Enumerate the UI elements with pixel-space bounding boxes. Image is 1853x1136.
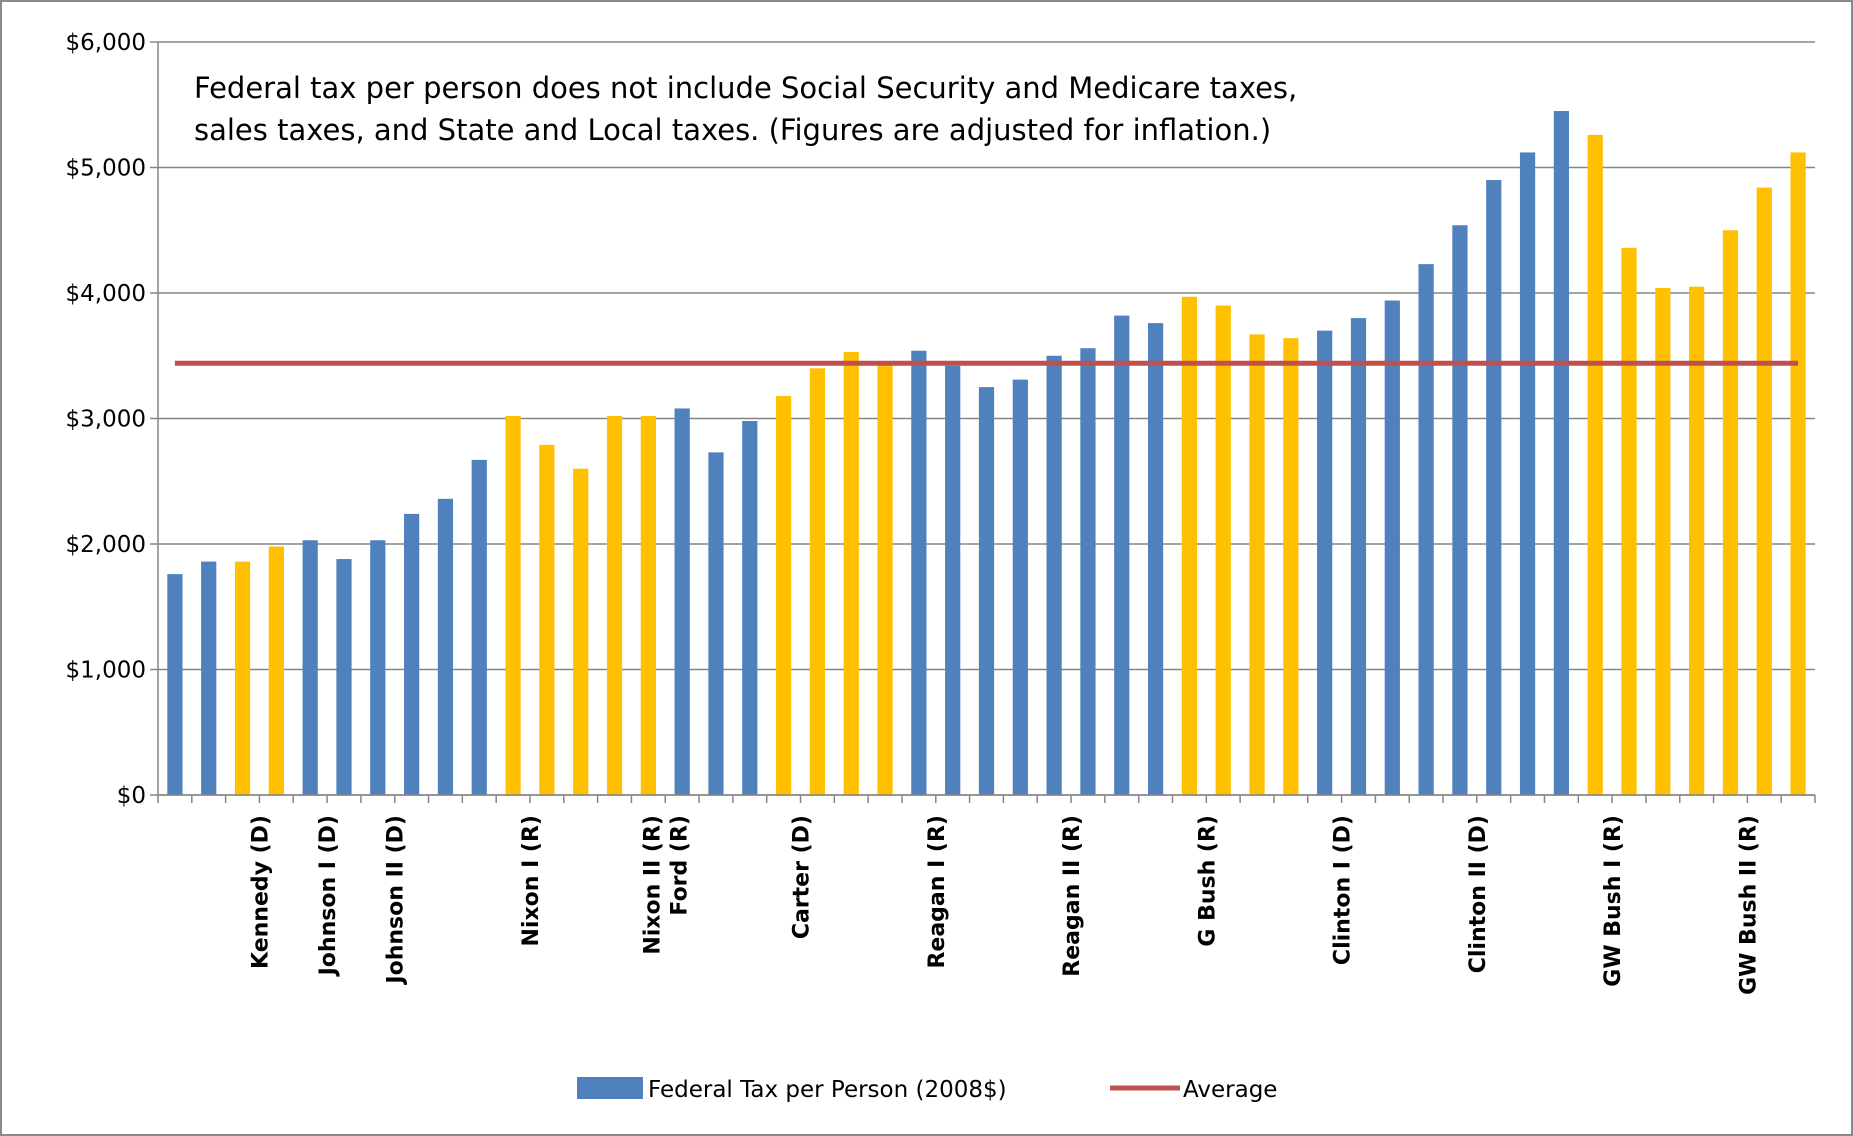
bar: [268, 546, 284, 795]
bar: [437, 498, 454, 795]
bar: [1249, 334, 1265, 795]
annotation-line-1: Federal tax per person does not include …: [194, 71, 1297, 105]
bar: [404, 513, 420, 795]
bar: [708, 452, 724, 795]
y-tick-label: $0: [117, 783, 146, 809]
bar: [877, 362, 893, 795]
category-label: GW Bush II (R): [1736, 815, 1761, 995]
legend-label-average: Average: [1183, 1077, 1277, 1103]
bar: [1486, 180, 1502, 796]
category-label: GW Bush I (R): [1601, 815, 1626, 987]
y-tick-label: $2,000: [66, 532, 146, 558]
bar: [1384, 300, 1400, 795]
y-tick-label: $6,000: [66, 30, 146, 56]
bar: [539, 444, 555, 795]
bar: [1587, 134, 1603, 795]
bar: [1689, 286, 1705, 795]
bar: [201, 561, 217, 795]
y-axis-tick-labels: $0 $1,000 $2,000 $3,000 $4,000 $5,000 $6,000: [66, 30, 146, 809]
category-label: Kennedy (D): [248, 815, 273, 969]
bar: [1621, 247, 1637, 795]
y-tick-label: $5,000: [66, 156, 146, 182]
category-label: Carter (D): [790, 815, 815, 939]
bar: [775, 395, 792, 795]
bar: [1452, 225, 1468, 796]
legend: Federal Tax per Person (2008$) Average: [577, 1077, 1277, 1103]
bar: [1553, 111, 1569, 795]
bar: [573, 468, 589, 795]
annotation-line-2: sales taxes, and State and Local taxes. …: [194, 113, 1271, 147]
bar: [471, 459, 487, 795]
bar: [1080, 348, 1096, 795]
y-tick-label: $4,000: [66, 281, 146, 307]
bar: [1181, 296, 1198, 795]
bar: [302, 540, 318, 795]
category-label: Nixon I (R): [519, 815, 544, 946]
bar: [1114, 315, 1130, 795]
category-label: Nixon II (R): [641, 815, 666, 955]
bar: [1215, 305, 1231, 795]
axes: [157, 42, 1816, 803]
bar: [606, 415, 623, 795]
bar: [1147, 323, 1164, 795]
category-label: Clinton I (D): [1331, 815, 1356, 965]
bar: [945, 365, 961, 795]
bar: [1519, 152, 1536, 795]
bar: [640, 415, 656, 795]
bar: [1655, 287, 1671, 795]
bar: [1722, 230, 1739, 795]
category-label: Reagan II (R): [1060, 815, 1085, 977]
bar: [167, 574, 183, 795]
bar: [911, 350, 927, 795]
bar: [1790, 152, 1806, 795]
legend-label-tax: Federal Tax per Person (2008$): [648, 1077, 1007, 1103]
category-label: Ford (R): [668, 815, 693, 916]
bar: [505, 415, 521, 795]
bar: [370, 540, 386, 795]
category-label: Johnson I (D): [316, 815, 341, 977]
bar: [1418, 264, 1434, 795]
bar: [843, 351, 859, 795]
bar: [1046, 355, 1062, 795]
category-label: Johnson II (D): [384, 815, 409, 986]
bar: [336, 559, 352, 795]
bar: [809, 368, 826, 795]
bars: [167, 111, 1806, 796]
category-label: G Bush (R): [1195, 815, 1220, 947]
bar: [674, 408, 690, 795]
bar: [978, 387, 995, 795]
bar: [742, 421, 758, 795]
bar: [1317, 330, 1333, 795]
bar: [234, 561, 251, 795]
category-label: Clinton II (D): [1466, 815, 1491, 973]
bar: [1012, 379, 1028, 795]
bar: [1350, 318, 1367, 795]
legend-swatch-tax: [577, 1077, 643, 1099]
bar: [1283, 338, 1299, 795]
bar: [1756, 187, 1772, 795]
category-label: Reagan I (R): [925, 815, 950, 969]
y-tick-label: $1,000: [66, 658, 146, 684]
y-tick-label: $3,000: [66, 407, 146, 433]
x-axis-category-labels: Kennedy (D) Johnson I (D) Johnson II (D) Ni…: [248, 815, 1761, 995]
